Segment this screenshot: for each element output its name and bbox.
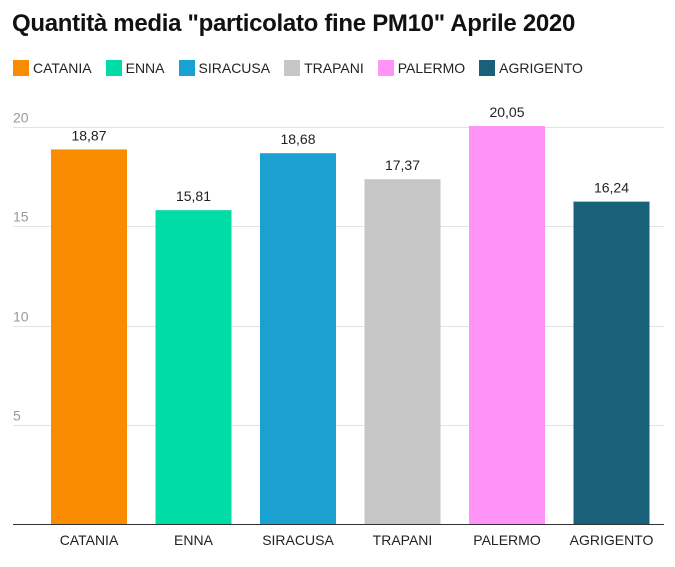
legend-label: AGRIGENTO [499,60,583,76]
data-label: 18,87 [71,127,106,143]
chart-title: Quantità media "particolato fine PM10" A… [12,10,576,37]
y-tick-label: 10 [13,309,29,325]
data-label: 15,81 [176,188,211,204]
legend-label: SIRACUSA [198,60,271,76]
legend-item: CATANIA [13,60,92,76]
legend-label: ENNA [125,60,165,76]
x-tick-label: TRAPANI [373,532,433,548]
bar [469,126,545,524]
legend-label: PALERMO [397,60,466,76]
x-tick-label: CATANIA [60,532,119,548]
x-tick-label: ENNA [174,532,214,548]
bar [155,210,232,524]
bar [573,201,650,525]
legend-swatch [284,60,301,76]
x-tick-label: AGRIGENTO [570,532,654,548]
x-tick-label: PALERMO [473,532,541,548]
data-label: 17,37 [385,157,420,173]
x-tick-label: SIRACUSA [262,532,334,548]
legend-swatch [377,60,394,76]
legend-item: ENNA [105,60,165,76]
legend: CATANIA ENNA SIRACUSA TRAPANI PALERMO AGRIGEN… [13,59,597,77]
legend-item: TRAPANI [284,60,364,76]
legend-swatch [479,60,496,76]
legend-item: AGRIGENTO [479,60,583,76]
data-label: 16,24 [594,180,629,196]
legend-item: PALERMO [377,60,466,76]
legend-label: TRAPANI [304,60,364,76]
bar [364,179,441,524]
y-tick-label: 15 [13,209,29,225]
legend-swatch [13,60,29,76]
y-tick-label: 20 [13,110,29,126]
bar [260,153,336,524]
data-label: 20,05 [489,104,524,120]
legend-swatch [105,60,122,76]
legend-swatch [178,60,195,76]
y-tick-label: 5 [13,408,21,424]
legend-item: SIRACUSA [178,60,271,76]
data-label: 18,68 [280,131,315,147]
bar [51,149,127,525]
legend-label: CATANIA [33,60,92,76]
